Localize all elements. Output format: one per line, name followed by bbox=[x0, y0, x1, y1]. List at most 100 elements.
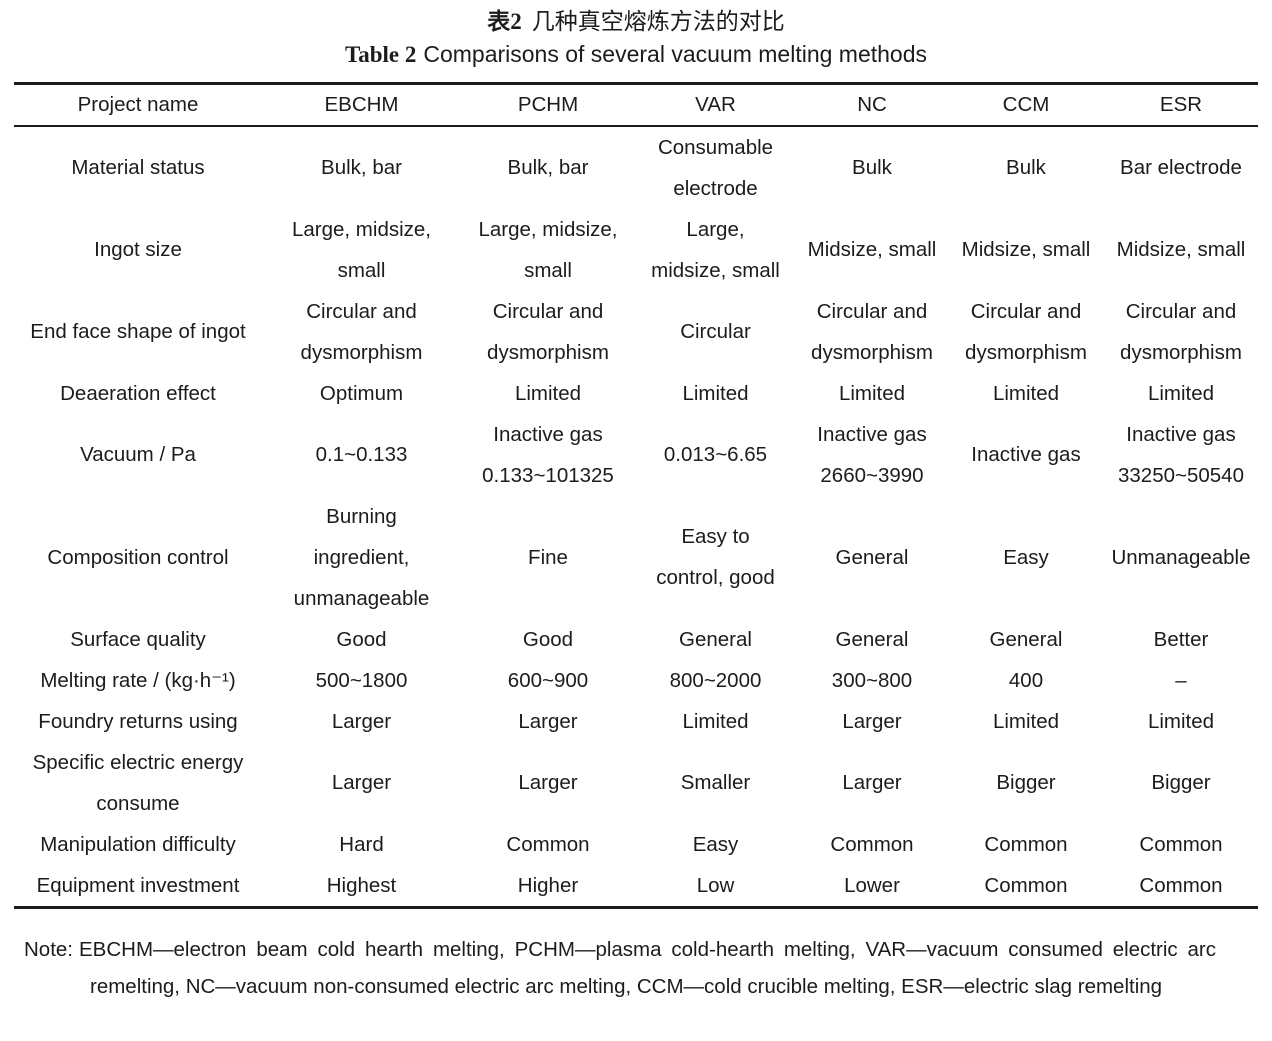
table-cell: 0.1~0.133 bbox=[315, 443, 408, 466]
table-row: Vacuum / Pa 0.1~0.133 Inactive gas 0.133~1… bbox=[14, 414, 1258, 496]
table-cell: 600~900 bbox=[507, 668, 589, 692]
table-cell: General bbox=[835, 545, 909, 569]
table-cell: Larger bbox=[842, 771, 902, 794]
table-cell: Common bbox=[1139, 873, 1223, 897]
table-cell: Limited bbox=[838, 381, 906, 405]
table-cell: Larger bbox=[518, 771, 578, 794]
table-cell: Inactive gas 33250~50540 bbox=[1118, 422, 1244, 487]
table-cell: Unmanageable bbox=[1111, 545, 1251, 569]
table-cell: Common bbox=[830, 832, 914, 856]
caption-chinese: 表2 几种真空熔炼方法的对比 bbox=[0, 7, 1272, 37]
row-label: Manipulation difficulty bbox=[40, 832, 236, 856]
table-row: Composition control Burning ingredient, u… bbox=[14, 496, 1258, 619]
table-note: Note: EBCHM—electron beam cold hearth mel… bbox=[24, 931, 1216, 1005]
table-row: Equipment investment Highest Higher Low Lowe… bbox=[14, 865, 1258, 908]
caption-english: Table 2 Comparisons of several vacuum mel… bbox=[0, 39, 1272, 70]
row-label: Deaeration effect bbox=[60, 381, 216, 405]
table-row: Manipulation difficulty Hard Common Easy Com… bbox=[14, 824, 1258, 865]
table-cell: Circular bbox=[680, 320, 751, 343]
table-cell: Circular and dysmorphism bbox=[965, 299, 1087, 364]
table-row: Specific electric energy consume Larger La… bbox=[14, 742, 1258, 824]
table-cell: Inactive gas 0.133~101325 bbox=[482, 422, 614, 487]
table-cell: Circular and dysmorphism bbox=[487, 299, 609, 364]
table-cell: Inactive gas 2660~3990 bbox=[817, 422, 927, 487]
comparison-table: Project name EBCHM PCHM VAR NC CCM ESR M… bbox=[14, 82, 1258, 909]
table-cell: Easy to control, good bbox=[656, 525, 775, 589]
table-cell: Limited bbox=[1147, 381, 1215, 405]
table-cell: Bar electrode bbox=[1120, 156, 1242, 179]
table-cell: General bbox=[989, 627, 1063, 651]
row-label: Equipment investment bbox=[36, 873, 240, 897]
table-row: Material status Bulk, bar Bulk, bar Consuma… bbox=[14, 126, 1258, 209]
column-header-esr: ESR bbox=[1104, 83, 1258, 127]
table-row: Melting rate / (kg·h⁻¹) 500~1800 600~900 80… bbox=[14, 660, 1258, 701]
table-cell: Low bbox=[696, 873, 735, 897]
table-caption: 表2 几种真空熔炼方法的对比 Table 2 Comparisons of seve… bbox=[0, 0, 1272, 70]
table-cell: Bulk bbox=[1006, 156, 1046, 179]
caption-chinese-label: 表2 bbox=[487, 9, 522, 34]
table-cell: Consumable electrode bbox=[657, 135, 774, 200]
table-cell: Bulk bbox=[852, 156, 892, 179]
table-cell: Larger bbox=[331, 709, 392, 733]
table-cell: 300~800 bbox=[831, 668, 913, 692]
row-label: Specific electric energy consume bbox=[32, 750, 244, 815]
table-cell: Limited bbox=[682, 381, 749, 405]
table-cell: Highest bbox=[326, 873, 397, 897]
row-label: Foundry returns using bbox=[38, 709, 238, 733]
table-cell: Easy bbox=[692, 832, 739, 856]
table-cell: 800~2000 bbox=[669, 668, 762, 692]
table-cell: Good bbox=[522, 627, 574, 651]
table-row: Deaeration effect Optimum Limited Limited Li… bbox=[14, 373, 1258, 414]
table-cell: Larger bbox=[842, 709, 902, 733]
table-cell: Bigger bbox=[1151, 771, 1211, 794]
table-cell: Larger bbox=[518, 709, 578, 733]
table-cell: Midsize, small bbox=[961, 238, 1091, 261]
table-cell: Circular and dysmorphism bbox=[1120, 299, 1242, 364]
table-cell: Burning ingredient, unmanageable bbox=[293, 504, 430, 610]
table-cell: Good bbox=[336, 627, 387, 651]
table-row: Surface quality Good Good General General Gen… bbox=[14, 619, 1258, 660]
table-cell: Large, midsize, small bbox=[651, 217, 780, 282]
table-cell: – bbox=[1175, 668, 1187, 692]
column-header-project-name: Project name bbox=[14, 83, 262, 127]
row-label: Ingot size bbox=[94, 238, 182, 261]
header-row: Project name EBCHM PCHM VAR NC CCM ESR bbox=[14, 83, 1258, 127]
table-cell: Limited bbox=[682, 709, 749, 733]
table-cell: Midsize, small bbox=[807, 238, 937, 261]
table-body: Material status Bulk, bar Bulk, bar Consuma… bbox=[14, 126, 1258, 908]
table-row: Ingot size Large, midsize, small Large, mi… bbox=[14, 209, 1258, 291]
table-cell: 500~1800 bbox=[315, 668, 408, 692]
table-cell: General bbox=[679, 627, 752, 651]
table-cell: 400 bbox=[1008, 668, 1044, 692]
table-cell: Common bbox=[984, 873, 1068, 897]
table-cell: Limited bbox=[514, 381, 582, 405]
table-cell: Larger bbox=[331, 771, 392, 794]
table-cell: Common bbox=[506, 832, 590, 856]
table-cell: Lower bbox=[844, 873, 900, 897]
table-cell: Hard bbox=[339, 832, 384, 856]
column-header-pchm: PCHM bbox=[461, 83, 635, 127]
table-cell: Midsize, small bbox=[1116, 238, 1246, 261]
table-cell: Fine bbox=[528, 545, 568, 569]
table-cell: Optimum bbox=[319, 381, 404, 405]
caption-chinese-text: 几种真空熔炼方法的对比 bbox=[531, 9, 785, 34]
table-row: Foundry returns using Larger Larger Limited… bbox=[14, 701, 1258, 742]
column-header-ccm: CCM bbox=[948, 83, 1104, 127]
row-label: Material status bbox=[71, 156, 205, 179]
table-cell: Better bbox=[1153, 627, 1209, 651]
table-cell: 0.013~6.65 bbox=[663, 443, 768, 466]
table-cell: Inactive gas bbox=[971, 443, 1081, 466]
table-cell: Circular and dysmorphism bbox=[811, 299, 933, 364]
table-cell: Smaller bbox=[680, 771, 751, 794]
table-cell: Bulk, bar bbox=[507, 156, 589, 179]
note-text: EBCHM—electron beam cold hearth melting,… bbox=[79, 937, 1216, 998]
table-cell: Circular and dysmorphism bbox=[300, 299, 423, 364]
table-cell: Easy bbox=[1003, 545, 1049, 569]
row-label: Surface quality bbox=[70, 627, 206, 651]
table-cell: Large, midsize, small bbox=[291, 217, 431, 282]
row-label: Composition control bbox=[47, 545, 229, 569]
table-cell: Limited bbox=[992, 381, 1060, 405]
table-cell: Bulk, bar bbox=[321, 156, 402, 179]
table-cell: General bbox=[835, 627, 909, 651]
